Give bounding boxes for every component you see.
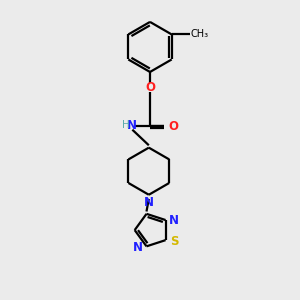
Text: O: O <box>168 120 178 133</box>
Text: N: N <box>133 241 143 254</box>
Text: N: N <box>144 196 154 209</box>
Text: N: N <box>169 214 179 226</box>
Text: H: H <box>122 120 130 130</box>
Text: S: S <box>170 235 178 248</box>
Text: CH₃: CH₃ <box>191 29 209 39</box>
Text: N: N <box>127 119 137 132</box>
Text: O: O <box>145 81 155 94</box>
